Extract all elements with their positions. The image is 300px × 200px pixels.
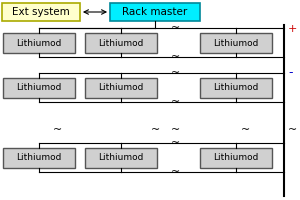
Bar — [2, 3, 80, 21]
Text: Lithiumod: Lithiumod — [16, 38, 62, 47]
Text: Rack master: Rack master — [122, 7, 188, 17]
Text: +: + — [288, 24, 297, 34]
Bar — [200, 148, 272, 168]
Text: Ext system: Ext system — [12, 7, 70, 17]
Bar — [85, 33, 157, 53]
Text: ~: ~ — [170, 97, 180, 107]
Text: ~: ~ — [52, 125, 62, 135]
Text: Lithiumod: Lithiumod — [98, 154, 144, 162]
Bar — [3, 33, 75, 53]
Bar — [85, 148, 157, 168]
Text: Lithiumod: Lithiumod — [213, 38, 259, 47]
Text: Lithiumod: Lithiumod — [98, 38, 144, 47]
Bar — [110, 3, 200, 21]
Bar — [200, 78, 272, 98]
Text: ~: ~ — [170, 125, 180, 135]
Bar — [3, 148, 75, 168]
Text: Lithiumod: Lithiumod — [98, 84, 144, 92]
Bar — [3, 78, 75, 98]
Text: ~: ~ — [170, 23, 180, 33]
Text: ~: ~ — [240, 125, 250, 135]
Text: ~: ~ — [150, 125, 160, 135]
Text: ~: ~ — [170, 167, 180, 177]
Text: ~: ~ — [170, 138, 180, 148]
Text: Lithiumod: Lithiumod — [213, 154, 259, 162]
Text: ~: ~ — [170, 52, 180, 62]
Text: ~: ~ — [288, 125, 297, 135]
Text: Lithiumod: Lithiumod — [16, 154, 62, 162]
Bar — [85, 78, 157, 98]
Text: -: - — [288, 66, 292, 79]
Text: Lithiumod: Lithiumod — [213, 84, 259, 92]
Text: Lithiumod: Lithiumod — [16, 84, 62, 92]
Text: ~: ~ — [170, 68, 180, 78]
Bar — [200, 33, 272, 53]
